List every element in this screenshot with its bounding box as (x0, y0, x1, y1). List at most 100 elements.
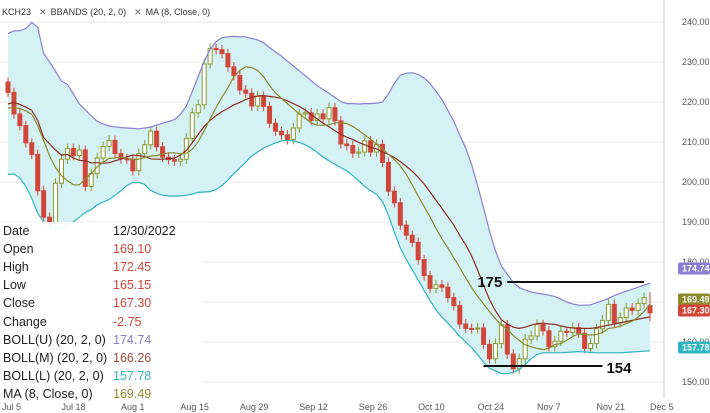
info-label: Low (3, 278, 26, 293)
candle-body (213, 47, 219, 51)
candle-body (231, 66, 237, 77)
candle-body (290, 127, 296, 141)
candle-body (599, 319, 605, 330)
candle-body (451, 297, 457, 307)
candle-body (344, 143, 350, 147)
x-tick-label: Sep 26 (359, 402, 388, 412)
candle-body (154, 130, 160, 148)
info-label: BOLL(L) (20, 2, 0) (3, 368, 104, 383)
info-row: MA (8, Close, 0) 169.49 (0, 385, 203, 403)
lower-band-line (7, 139, 651, 375)
info-label: Date (3, 224, 30, 239)
candle-body (576, 327, 582, 334)
candle-body (439, 284, 445, 288)
candle-body (647, 305, 653, 314)
tab-bbands-label: BBANDS (20, 2, 0) (50, 7, 127, 17)
candle-body (160, 146, 166, 158)
tab-symbol[interactable]: KCH23 (2, 7, 31, 17)
y-tick-label: 220.00 (682, 97, 710, 107)
candle-body (445, 286, 451, 299)
candle-body (177, 158, 183, 162)
y-tick-label: 230.00 (682, 57, 710, 67)
candle-body (273, 122, 278, 132)
upper-band-line (7, 21, 651, 306)
candle-body (582, 332, 588, 349)
candle-body (504, 324, 510, 355)
candle-body (249, 92, 255, 107)
info-value: -2.75 (113, 314, 142, 329)
info-label: MA (8, Close, 0) (3, 386, 93, 401)
candle-body (302, 112, 308, 115)
candle-body (100, 145, 106, 159)
tab-bbands[interactable]: ✕ BBANDS (20, 2, 0) (39, 7, 126, 18)
candle-body (237, 75, 243, 91)
candle-body (326, 107, 332, 120)
candle-body (29, 142, 35, 155)
info-label: High (3, 260, 29, 275)
candle-body (415, 241, 421, 261)
candle-body (469, 327, 475, 330)
info-value: 174.74 (113, 332, 152, 347)
close-icon[interactable]: ✕ (134, 6, 142, 17)
candle-body (59, 158, 64, 184)
candle-body (350, 145, 356, 154)
candle-body (142, 144, 148, 155)
candle-body (332, 107, 338, 122)
annotations: 175 154 (477, 274, 645, 377)
info-row: Open 169.10 (0, 240, 203, 258)
candle-body (421, 259, 427, 277)
candle-body (124, 158, 130, 161)
candle-body (391, 190, 397, 204)
info-row: Close 167.30 (0, 294, 203, 312)
x-tick-label: Aug 1 (121, 402, 145, 412)
y-tick-label: 190.00 (682, 217, 710, 227)
y-tick-label: 210.00 (682, 137, 710, 147)
candle-body (528, 335, 534, 340)
info-row: BOLL(L) (20, 2, 0) 157.78 (0, 367, 203, 385)
indicator-tabs: KCH23 ✕ BBANDS (20, 2, 0) ✕ MA (8, Close… (0, 0, 240, 24)
candle-body (320, 113, 326, 120)
candle-body (397, 202, 403, 226)
candle-body (106, 139, 112, 147)
candle-body (635, 303, 641, 311)
candle-body (267, 105, 273, 124)
info-row: High 172.45 (0, 258, 203, 276)
candle-body (112, 139, 118, 155)
candle-body (594, 328, 599, 345)
price-badge-label: 174.74 (682, 264, 710, 274)
candle-body (278, 130, 284, 136)
candle-body (385, 161, 391, 192)
candle-body (201, 63, 207, 106)
y-tick-label: 180.00 (682, 257, 710, 267)
price-badge (678, 293, 710, 306)
close-icon[interactable]: ✕ (39, 6, 47, 17)
candle-body (403, 224, 409, 236)
candle-body (53, 182, 59, 223)
info-label: Change (3, 314, 47, 329)
candle-body (605, 303, 611, 321)
candle-body (522, 338, 528, 360)
price-axis: 150.00160.00170.00180.00190.00200.00210.… (682, 17, 710, 387)
candle-body (492, 343, 498, 360)
candle-body (284, 134, 290, 141)
price-badge (678, 262, 710, 275)
candle-body (433, 284, 439, 289)
price-badge (678, 341, 710, 354)
info-row: Low 165.15 (0, 276, 203, 294)
ohlc-info-panel: Date 12/30/2022 Open 169.10 High 172.45 Low 165… (0, 222, 203, 403)
info-value: 166.26 (113, 350, 152, 365)
candle-body (546, 330, 552, 348)
candle-body (148, 130, 154, 146)
y-tick-label: 150.00 (682, 377, 710, 387)
candle-body (5, 81, 11, 93)
candle-body (516, 358, 522, 370)
x-tick-label: Aug 29 (240, 402, 269, 412)
date-axis: Jul 5 Jul 18 Aug 1 Aug 15 Aug 29 Sep 12 Sep 26… (2, 402, 710, 412)
tab-ma[interactable]: ✕ MA (8, Close, 0) (134, 7, 210, 18)
price-badge-label: 169.49 (682, 295, 710, 305)
info-label: Close (3, 296, 35, 311)
candle-body (189, 112, 195, 139)
indicator-lines (7, 21, 651, 375)
